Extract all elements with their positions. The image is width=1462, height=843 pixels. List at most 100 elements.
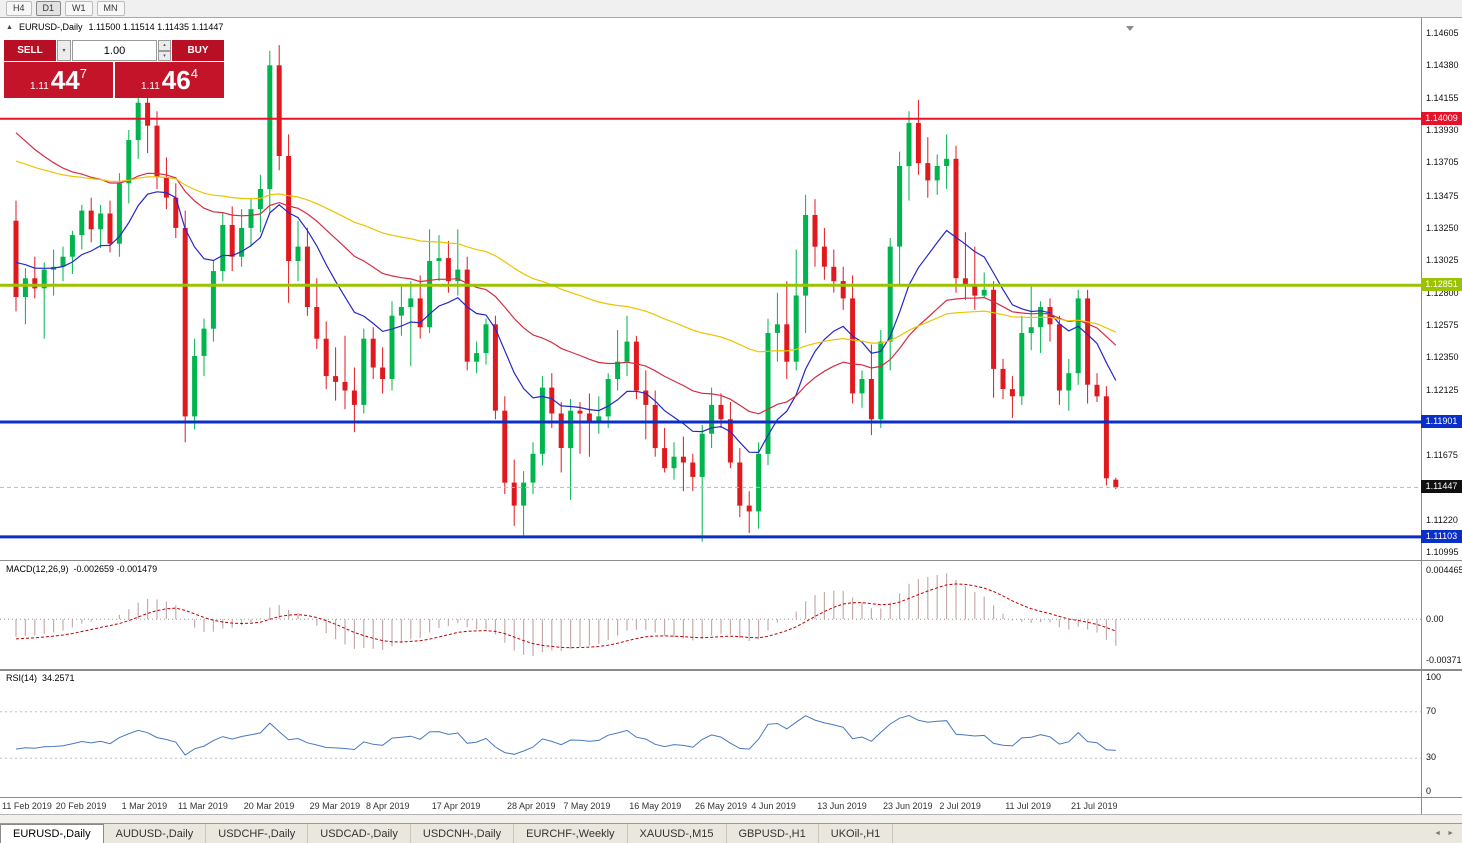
tab-scroll-left-icon[interactable]: ◄ (1434, 830, 1442, 837)
candle (803, 215, 809, 296)
candle (267, 65, 273, 190)
candle (568, 410, 574, 449)
ma-line-slow (15, 160, 1117, 353)
timeframe-button-d1[interactable]: D1 (35, 1, 62, 16)
chart-tab-usdcnh-daily[interactable]: USDCNH-,Daily (411, 824, 515, 843)
candle (361, 338, 367, 405)
candle (427, 261, 433, 328)
volume-input[interactable]: 1.00 (72, 40, 157, 61)
chart-title: EURUSD-,Daily (18, 22, 83, 32)
candle (934, 166, 940, 181)
pane-separator[interactable] (0, 560, 1462, 561)
candle (1009, 389, 1015, 397)
price-chart-canvas[interactable] (0, 18, 1421, 560)
candle (60, 256, 66, 267)
volume-spin-up-icon[interactable]: ▴ (158, 40, 171, 51)
price-axis-label: 1.11675 (1426, 449, 1458, 460)
candle (793, 295, 799, 362)
sell-button[interactable]: SELL (4, 40, 56, 61)
volume-spin-down-icon[interactable]: ▾ (158, 50, 171, 61)
candle (596, 416, 602, 423)
date-axis-label: 8 Apr 2019 (366, 801, 410, 811)
date-axis-label: 29 Mar 2019 (309, 801, 361, 811)
chart-tab-eurusd-daily[interactable]: EURUSD-,Daily (0, 824, 104, 843)
candle (972, 285, 978, 296)
price-axis-label: 1.13930 (1426, 125, 1459, 136)
tab-scroll-controls: ◄ ► (1434, 824, 1462, 843)
candle (257, 189, 263, 210)
candle (464, 269, 470, 362)
date-axis-label: 13 Jun 2019 (817, 801, 867, 811)
candle (13, 220, 19, 297)
date-axis-label: 1 Mar 2019 (121, 801, 168, 811)
price-tag-1.11901: 1.11901 (1421, 415, 1462, 429)
tab-scroll-right-icon[interactable]: ► (1447, 830, 1454, 837)
rsi-scale-70: 70 (1426, 706, 1437, 716)
chart-tab-eurchf-weekly[interactable]: EURCHF-,Weekly (514, 824, 628, 843)
timeframe-button-mn[interactable]: MN (96, 1, 125, 16)
pane-separator[interactable] (0, 669, 1462, 671)
candle (145, 102, 151, 126)
candle (549, 387, 555, 414)
volume-spinner[interactable]: ▴ ▾ (158, 40, 171, 61)
price-tag-1.11103: 1.11103 (1421, 529, 1462, 543)
sell-price-pips: 44 (50, 65, 80, 95)
chart-tab-usdchf-daily[interactable]: USDCHF-,Daily (206, 824, 309, 843)
macd-histogram (15, 573, 1117, 656)
candle (229, 225, 235, 257)
price-axis-label: 1.12125 (1426, 384, 1459, 395)
candle (840, 281, 846, 299)
timeframe-button-w1[interactable]: W1 (65, 1, 93, 16)
volume-dropdown-icon[interactable]: ▾ (57, 40, 71, 61)
chart-ohlc-values: 1.11500 1.11514 1.11435 1.11447 (88, 22, 224, 32)
candle (436, 258, 442, 261)
macd-values: -0.002659 -0.001479 (73, 564, 158, 574)
chart-shift-marker-icon[interactable] (1126, 26, 1134, 31)
candle (521, 482, 527, 506)
macd-label: MACD(12,26,9) -0.002659 -0.001479 (6, 564, 157, 574)
buy-price-display[interactable]: 1.11 46 4 (115, 62, 224, 98)
candle (643, 390, 649, 405)
candle (850, 298, 856, 394)
candle (502, 410, 508, 483)
candle (417, 298, 423, 328)
chart-tab-audusd-daily[interactable]: AUDUSD-,Daily (104, 824, 207, 843)
candle (304, 246, 310, 307)
macd-pane-canvas[interactable] (0, 561, 1421, 669)
date-axis-label: 11 Mar 2019 (178, 801, 228, 811)
chart-tab-usdcad-daily[interactable]: USDCAD-,Daily (308, 824, 411, 843)
timeframe-button-h4[interactable]: H4 (6, 1, 32, 16)
date-axis-label: 16 May 2019 (629, 801, 682, 811)
rsi-line (15, 714, 1116, 756)
candle (709, 404, 715, 434)
candle (1103, 396, 1109, 479)
one-click-toggle-icon[interactable]: ▲ (6, 23, 13, 31)
candle (295, 246, 301, 261)
candle (192, 356, 198, 417)
candle (944, 158, 950, 166)
price-axis-label: 1.14380 (1426, 60, 1459, 71)
candle (1085, 298, 1091, 385)
candle (633, 341, 639, 391)
candle (953, 158, 959, 279)
chart-tab-gbpusd-h1[interactable]: GBPUSD-,H1 (727, 824, 819, 843)
rsi-pane-canvas[interactable] (0, 671, 1421, 797)
horizontal-scrollbar[interactable] (0, 814, 1462, 823)
price-axis-label: 1.11220 (1426, 515, 1458, 526)
buy-button[interactable]: BUY (172, 40, 224, 61)
sell-price-display[interactable]: 1.11 44 7 (4, 62, 113, 98)
candle (774, 324, 780, 333)
candle (718, 404, 724, 420)
candle (239, 227, 245, 257)
candle (1066, 373, 1072, 391)
candle (389, 315, 395, 379)
macd-scale-max: 0.004465 (1426, 565, 1462, 575)
candle (727, 419, 733, 463)
pane-separator[interactable] (0, 797, 1462, 798)
chart-tab-ukoil-h1[interactable]: UKOil-,H1 (819, 824, 894, 843)
candle (22, 278, 28, 297)
buy-price-pipette: 4 (190, 65, 198, 81)
candle (445, 258, 451, 282)
candle (380, 367, 386, 379)
chart-tab-xauusd-m15[interactable]: XAUUSD-,M15 (628, 824, 727, 843)
